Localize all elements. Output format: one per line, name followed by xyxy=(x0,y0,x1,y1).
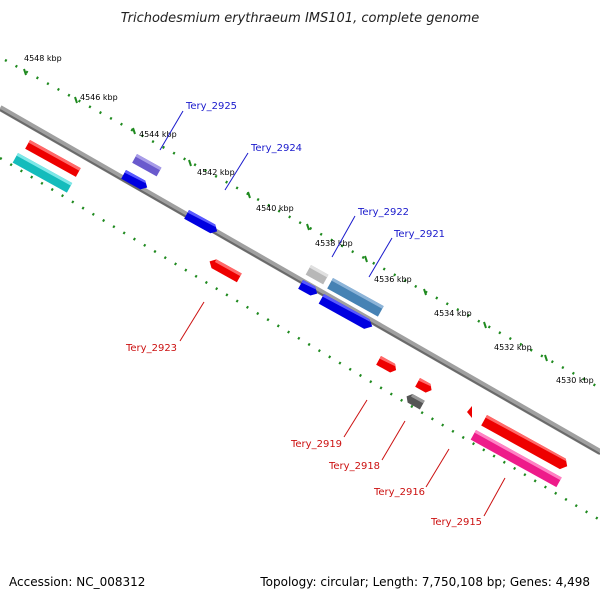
major-tick xyxy=(188,159,192,167)
kbp-label: 4534 kbp xyxy=(434,309,472,318)
genome-summary-text: Topology: circular; Length: 7,750,108 bp… xyxy=(259,575,590,589)
map-title: Trichodesmium erythraeum IMS101, complet… xyxy=(121,11,480,26)
gene-label-tery-2923: Tery_2923 xyxy=(125,343,177,354)
leader-line-tery-2916 xyxy=(425,448,450,488)
kbp-label: 4530 kbp xyxy=(556,376,594,385)
gene-feature-tery-2922 xyxy=(305,265,329,285)
genome-backbone xyxy=(0,105,600,455)
major-tick xyxy=(306,223,310,231)
leader-line-tery-2921 xyxy=(368,237,393,278)
kbp-label: 4536 kbp xyxy=(374,275,412,284)
major-tick xyxy=(544,354,548,362)
leader-line-tery-2923 xyxy=(179,301,205,342)
gene-label-tery-2919: Tery_2919 xyxy=(290,439,342,450)
gene-feature-tery-2918 xyxy=(406,393,425,410)
gene-feature-tery-2916 xyxy=(481,415,568,470)
major-tick xyxy=(423,288,427,296)
kbp-label: 4542 kbp xyxy=(197,168,235,177)
upper-tick-track xyxy=(4,58,600,390)
major-tick xyxy=(74,96,78,104)
gene-feature-cyan xyxy=(12,153,73,193)
gene-feature-red-left xyxy=(25,140,81,177)
gene-feature-tery-2924 xyxy=(184,210,218,234)
kbp-label: 4548 kbp xyxy=(24,54,62,63)
gene-label-tery-2916: Tery_2916 xyxy=(373,487,425,498)
leader-line-tery-2924 xyxy=(224,152,249,191)
gene-label-tery-2915: Tery_2915 xyxy=(430,517,482,528)
kbp-label: 4546 kbp xyxy=(80,93,118,102)
gene-feature-blue-arrow-3 xyxy=(318,294,373,329)
gene-label-tery-2924: Tery_2924 xyxy=(250,143,302,154)
gene-feature-tery-2915 xyxy=(470,430,562,488)
gene-label-tery-2925: Tery_2925 xyxy=(185,101,237,112)
gene-label-tery-2918: Tery_2918 xyxy=(328,461,380,472)
major-tick xyxy=(132,127,136,135)
kbp-label: 4532 kbp xyxy=(494,343,532,352)
gene-feature-red-small xyxy=(415,378,432,393)
kbp-label: 4540 kbp xyxy=(256,204,294,213)
gene-feature-tery-2925 xyxy=(132,154,162,177)
gene-feature-blue-arrow-2 xyxy=(298,280,318,296)
gene-feature-blue-arrow-1 xyxy=(121,170,148,190)
major-ticks xyxy=(23,68,548,362)
major-tick xyxy=(23,68,27,76)
gene-feature-tery-2919 xyxy=(376,356,397,373)
leader-line-tery-2915 xyxy=(483,477,506,517)
leader-line-tery-2922 xyxy=(331,215,356,258)
gene-label-tery-2922: Tery_2922 xyxy=(357,207,409,218)
major-tick xyxy=(483,321,487,329)
gene-feature-red-triangle xyxy=(467,406,472,418)
gene-feature-tery-2921 xyxy=(327,278,384,317)
kbp-label: 4544 kbp xyxy=(139,130,177,139)
leader-line-tery-2925 xyxy=(159,110,184,151)
leader-line-tery-2918 xyxy=(381,420,406,461)
gene-label-tery-2921: Tery_2921 xyxy=(393,229,445,240)
major-tick xyxy=(364,255,368,263)
accession-text: Accession: NC_008312 xyxy=(9,575,145,589)
leader-line-tery-2919 xyxy=(343,399,368,438)
kbp-label: 4538 kbp xyxy=(315,239,353,248)
gene-labels: Tery_2925 Tery_2924 Tery_2922 Tery_2921 … xyxy=(125,101,482,528)
gene-feature-tery-2923 xyxy=(209,259,242,283)
kbp-labels: 4548 kbp 4546 kbp 4544 kbp 4542 kbp 4540… xyxy=(24,54,594,385)
label-leaders xyxy=(159,110,506,517)
major-tick xyxy=(247,191,251,199)
genome-backbone-shade xyxy=(0,109,600,455)
